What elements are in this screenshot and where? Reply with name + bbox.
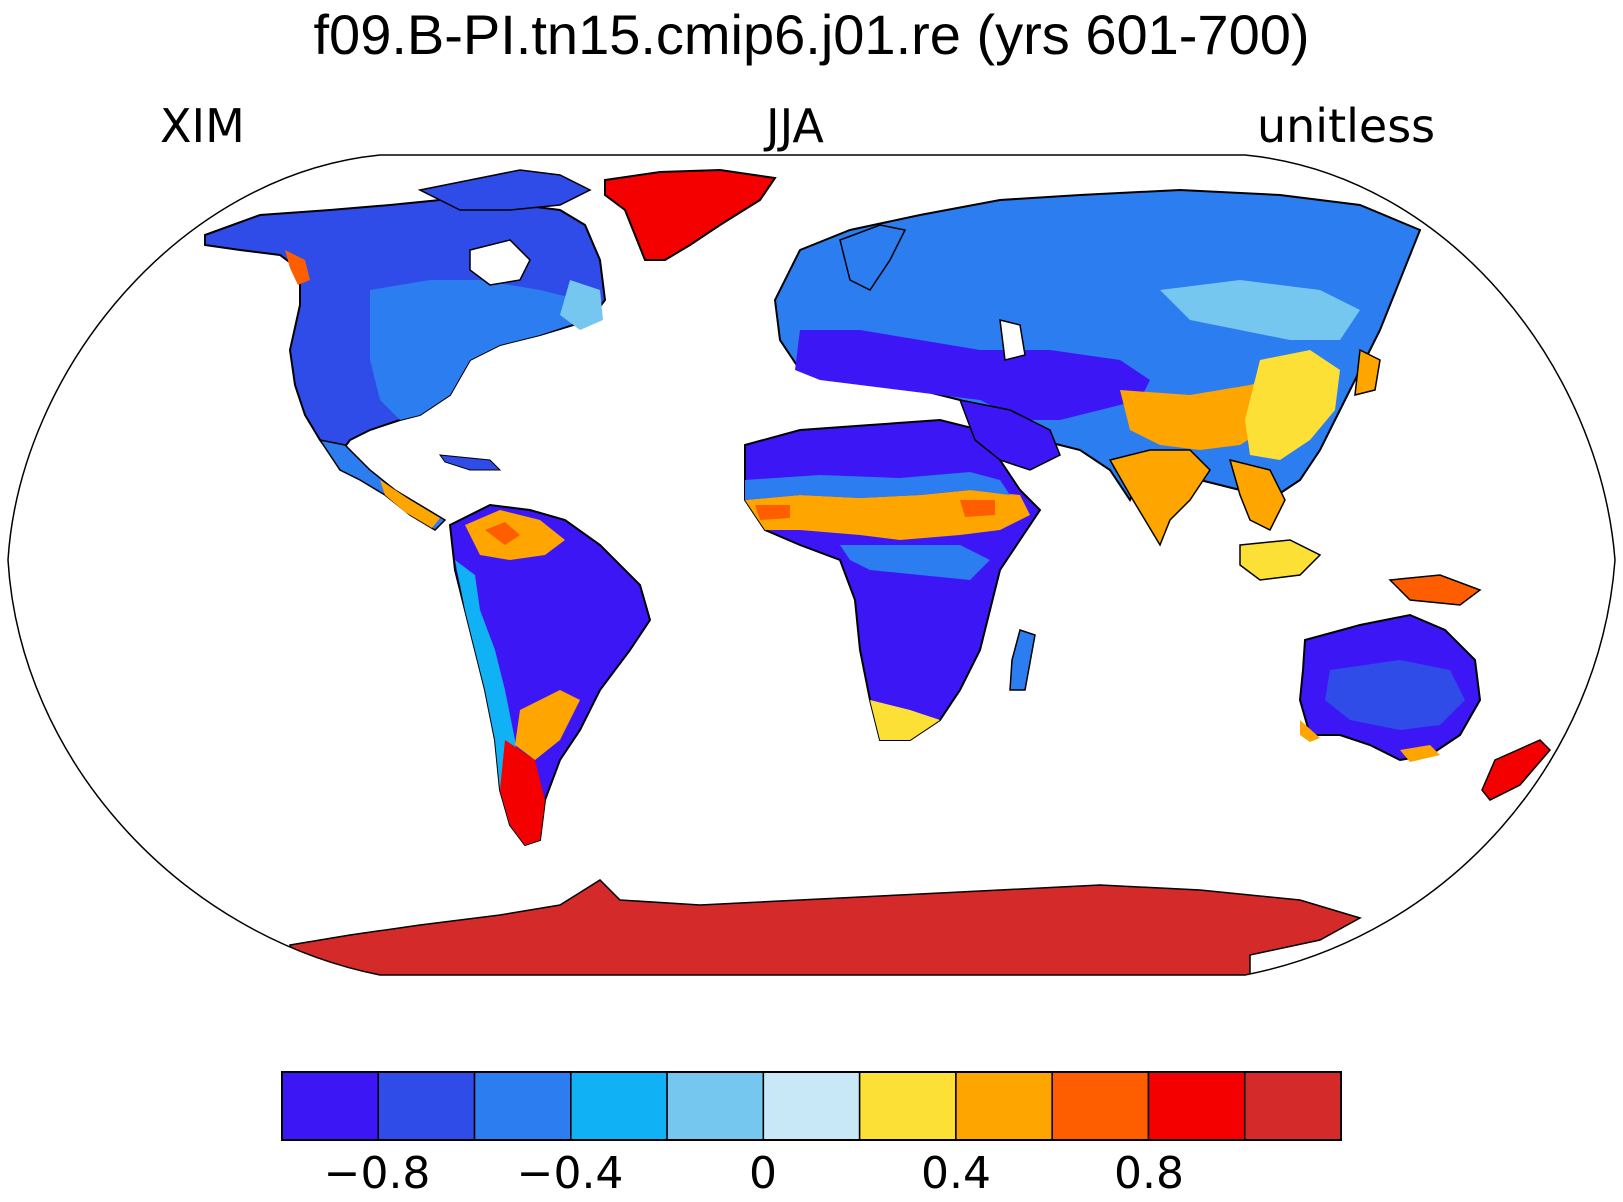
colorbar-box xyxy=(1243,1071,1342,1141)
new-zealand xyxy=(1481,739,1552,801)
colorbar-tick-label: −0.8 xyxy=(323,1148,431,1199)
colorbar-tick-label: 0 xyxy=(749,1148,777,1199)
amazon-north-hot xyxy=(485,522,520,545)
australia-mid xyxy=(1325,660,1465,730)
north-america-east xyxy=(370,280,585,420)
antarctica xyxy=(289,879,1362,975)
siberia-light xyxy=(1160,280,1360,340)
map-title: f09.B-PI.tn15.cmip6.j01.re (yrs 601-700) xyxy=(313,3,1310,66)
colorbar-box xyxy=(570,1071,668,1141)
cuba xyxy=(438,454,502,471)
units-label: unitless xyxy=(1257,99,1436,153)
caspian-sea xyxy=(999,319,1026,361)
sahara-south-edge xyxy=(745,472,1010,500)
south-america-south-mid xyxy=(515,690,580,760)
greenland xyxy=(604,168,777,261)
central-africa-edge xyxy=(840,545,990,580)
colorbar-box xyxy=(858,1071,957,1141)
hudson-bay xyxy=(469,239,531,286)
middle-east-asia-dry xyxy=(795,330,1150,420)
central-america-warm xyxy=(380,480,440,528)
east-china-warm xyxy=(1245,350,1340,460)
southern-africa-edge xyxy=(870,700,940,740)
australia-southeast-edge xyxy=(1400,745,1440,762)
colorbar-box xyxy=(666,1071,765,1141)
alaska-coast-red xyxy=(285,250,310,285)
new-guinea xyxy=(1388,574,1482,606)
madagascar xyxy=(1009,629,1036,691)
sahel-band xyxy=(745,490,1030,540)
season-label: JJA xyxy=(766,99,824,153)
india xyxy=(1108,449,1211,547)
colorbar-tick-label: 0.8 xyxy=(1114,1148,1184,1199)
colorbar-box xyxy=(473,1071,572,1141)
colorbar-box xyxy=(377,1071,476,1141)
colorbar-box xyxy=(955,1071,1053,1141)
arabia xyxy=(958,398,1061,471)
colorbar-frame xyxy=(281,1071,1342,1141)
world-map xyxy=(7,154,1616,976)
patagonia xyxy=(500,740,545,845)
southeast-asia xyxy=(1228,458,1286,532)
map-border xyxy=(7,154,1616,976)
variable-label: XIM xyxy=(160,99,245,153)
colorbar-tick-label: 0.4 xyxy=(921,1148,991,1199)
sahel-hot xyxy=(755,505,790,520)
indonesia xyxy=(1239,539,1322,581)
canadian-archipelago xyxy=(417,169,592,211)
colorbar-tick-label: −0.4 xyxy=(516,1148,624,1199)
australia-south-edge xyxy=(1300,720,1320,742)
colorbar-box xyxy=(281,1071,380,1141)
japan xyxy=(1354,348,1381,396)
colorbar-boxes xyxy=(281,1071,1342,1141)
sahel-hot-east xyxy=(960,500,995,517)
colorbar-box xyxy=(1147,1071,1246,1141)
colorbar-box xyxy=(1051,1071,1150,1141)
scandinavia xyxy=(839,224,907,291)
labrador xyxy=(560,280,603,330)
colorbar-box xyxy=(762,1071,861,1141)
